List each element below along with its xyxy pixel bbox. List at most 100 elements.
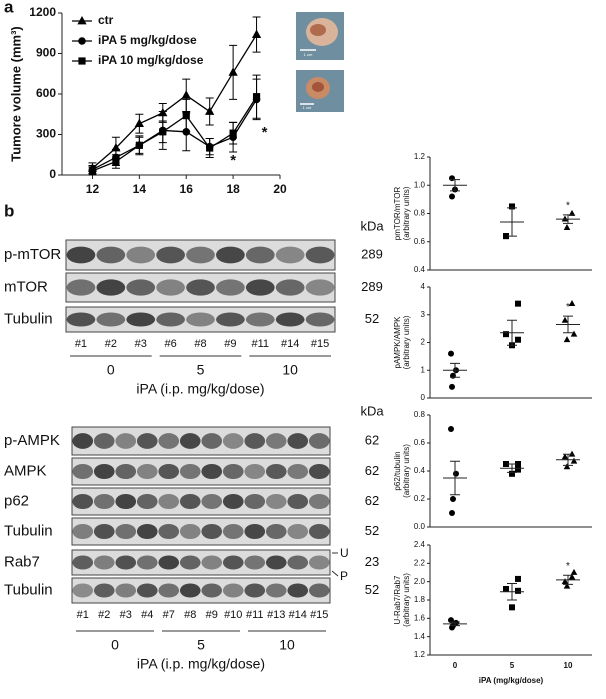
row-label: Tubulin [4, 581, 53, 598]
band [136, 463, 158, 480]
row-label: AMPK [4, 462, 47, 479]
x-tick-label: 18 [226, 182, 240, 196]
band [158, 433, 180, 449]
band [275, 312, 305, 327]
band [136, 493, 158, 510]
y-axis-label: (arbitrary units) [402, 315, 411, 369]
marker [229, 129, 237, 137]
marker [450, 496, 456, 502]
band [72, 463, 94, 480]
tumor-photo: 1 cm [296, 12, 344, 60]
band [287, 433, 309, 449]
y-tick-label: 0.2 [414, 494, 426, 503]
band [265, 523, 287, 540]
band [308, 463, 330, 480]
annotation: * [230, 152, 236, 169]
band [136, 433, 158, 449]
annotation: * [566, 201, 570, 212]
band [72, 433, 94, 449]
error-bar [450, 460, 460, 496]
marker [449, 175, 455, 182]
blot-xlabel: iPA (i.p. mg/kg/dose) [137, 656, 265, 672]
band [245, 246, 275, 264]
marker [77, 15, 87, 25]
lane-label: #14 [289, 609, 307, 621]
y-tick-label: 1.2 [414, 650, 426, 659]
lane-label: #15 [311, 338, 329, 350]
y-tick-label: 1.8 [414, 595, 426, 604]
marker [561, 578, 569, 585]
blot-strip [71, 487, 331, 516]
band [265, 493, 287, 510]
band [265, 463, 287, 480]
band [222, 433, 244, 449]
lane-label: #8 [194, 338, 206, 350]
row-label: p62 [4, 492, 29, 509]
band [93, 523, 115, 540]
band [308, 583, 330, 598]
marker [449, 510, 455, 516]
marker [515, 587, 521, 594]
y-tick-label: 600 [36, 86, 56, 100]
scale-label: 1 cm [303, 105, 312, 110]
y-tick-label: 1.6 [414, 613, 426, 622]
band [201, 555, 223, 570]
band [115, 463, 137, 480]
kda-value: 52 [365, 523, 379, 538]
band [115, 433, 137, 449]
band [72, 493, 94, 510]
marker [570, 330, 578, 337]
lane-label: #2 [105, 338, 117, 350]
band [265, 555, 287, 570]
row-label: Tubulin [4, 522, 53, 539]
band [305, 312, 335, 327]
y-tick-label: 1200 [29, 5, 56, 19]
marker [515, 336, 521, 343]
band [96, 312, 126, 327]
marker [568, 573, 576, 580]
tumor-photo: 1 cm [296, 70, 344, 112]
legend-label: iPA 5 mg/kg/dose [98, 33, 197, 47]
y-axis-label: Tumore volume (mm³) [8, 26, 23, 162]
y-tick-label: 0.6 [414, 237, 426, 246]
band [287, 523, 309, 540]
band [244, 493, 266, 510]
band [156, 312, 185, 327]
error-bar [563, 315, 573, 334]
band [115, 523, 137, 540]
band [244, 463, 266, 480]
band [158, 523, 180, 540]
band [186, 246, 215, 264]
error-bar [450, 621, 460, 627]
band [222, 555, 244, 570]
y-axis-label: (arbitrary units) [402, 573, 411, 627]
band [66, 279, 96, 296]
error-bar [507, 583, 517, 601]
lane-label: #2 [98, 609, 110, 621]
y-tick-label: 0.4 [414, 466, 426, 475]
kda-value: 289 [361, 246, 383, 261]
lane-label: #8 [184, 609, 196, 621]
panel-label: a [4, 0, 14, 16]
lane-label: #11 [252, 338, 270, 350]
group-label: 0 [107, 362, 115, 378]
blot-strip [71, 577, 331, 604]
band [179, 523, 201, 540]
band [201, 523, 223, 540]
lane-label: #7 [163, 609, 175, 621]
marker [568, 450, 576, 457]
kda-header: kDa [360, 218, 384, 233]
scale-label: 1 cm [304, 52, 313, 57]
band [72, 555, 94, 570]
error-bar [507, 319, 517, 346]
marker [570, 457, 578, 464]
x-tick-label: 20 [273, 182, 287, 196]
lane-label: #14 [281, 338, 299, 350]
marker [135, 141, 143, 149]
band [308, 523, 330, 540]
marker [78, 37, 86, 45]
band [275, 279, 305, 296]
marker [563, 224, 571, 231]
band-bracket [331, 552, 339, 577]
kda-value: 62 [365, 493, 379, 508]
